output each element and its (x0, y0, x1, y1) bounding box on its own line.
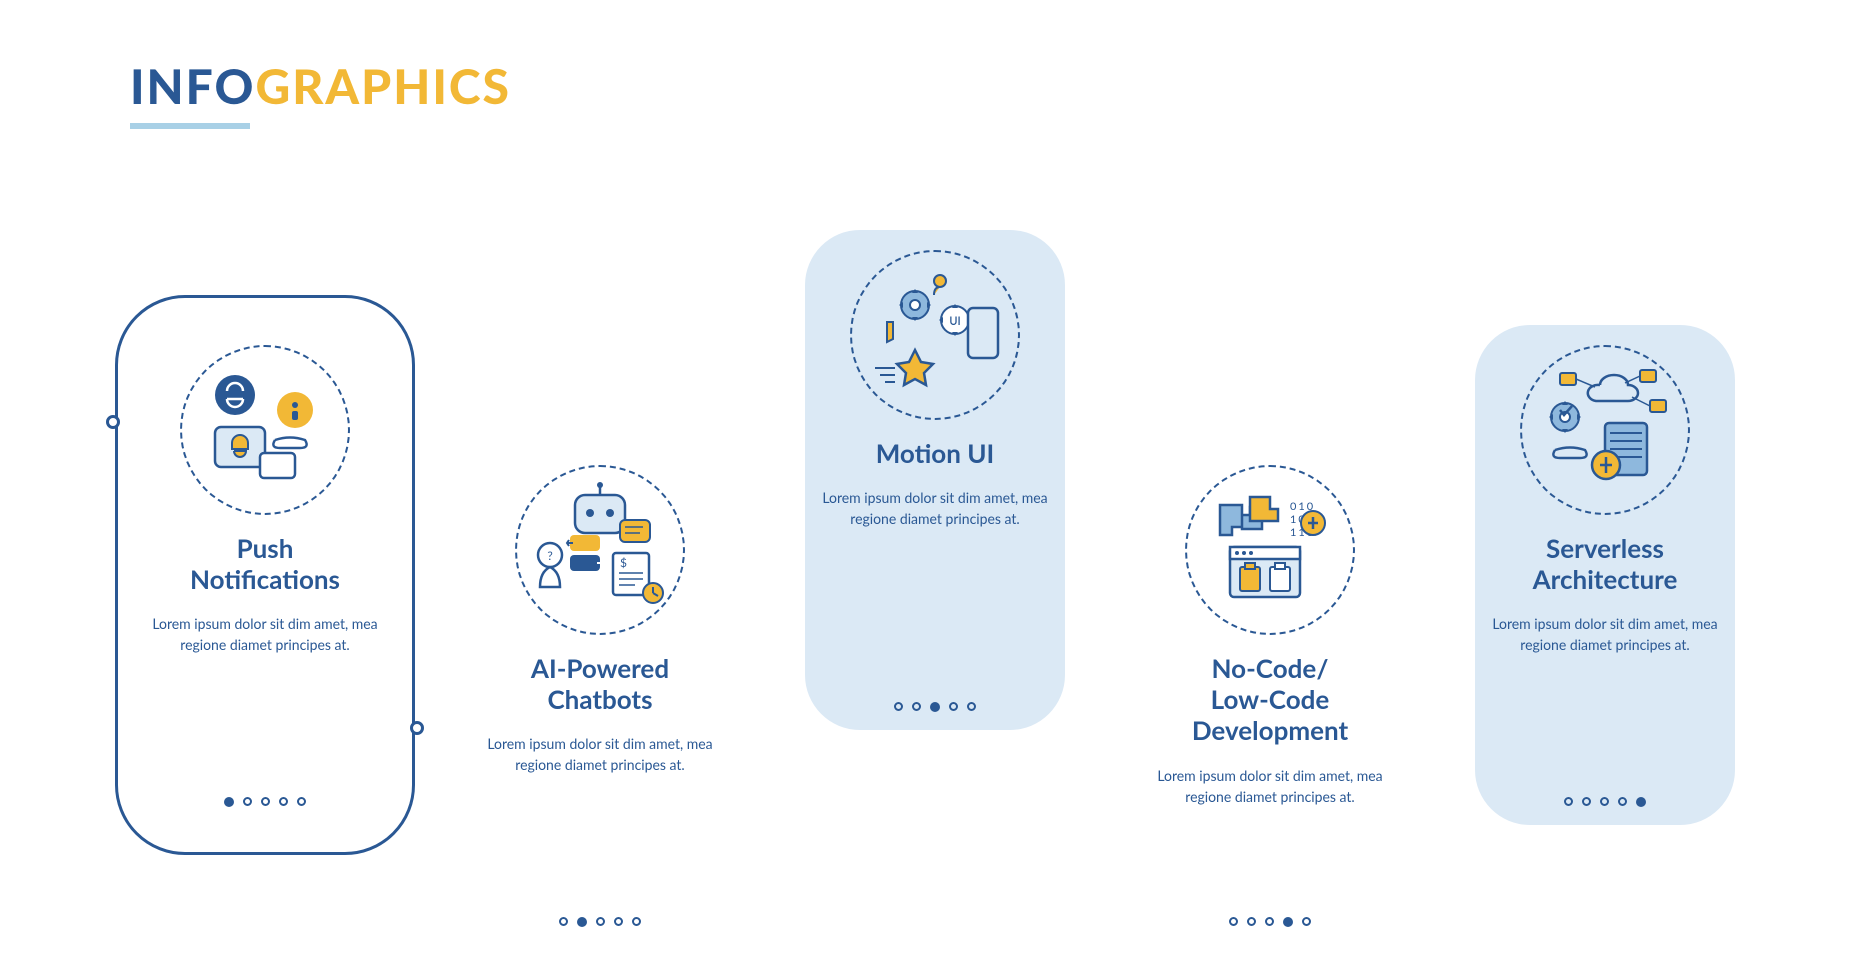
dot (577, 917, 587, 927)
dot (1302, 917, 1311, 926)
chatbot-icon (515, 465, 685, 635)
card-description: Lorem ipsum dolor sit dim amet, mea regi… (785, 487, 1085, 529)
pagination-dots (785, 702, 1085, 712)
card-description: Lorem ipsum dolor sit dim amet, mea regi… (115, 613, 415, 655)
dot (1582, 797, 1591, 806)
dot (243, 797, 252, 806)
card-serverless: Serverless Architecture Lorem ipsum dolor… (1455, 295, 1755, 855)
card-ai-chatbots: AI-Powered Chatbots Lorem ipsum dolor sit… (450, 415, 750, 975)
card-content: Motion UI Lorem ipsum dolor sit dim amet,… (785, 200, 1085, 760)
dot (949, 702, 958, 711)
dot (596, 917, 605, 926)
no-code-icon (1185, 465, 1355, 635)
push-notifications-icon (180, 345, 350, 515)
card-no-code: No-Code/ Low-Code Development Lorem ipsum… (1120, 415, 1420, 975)
dot (1283, 917, 1293, 927)
card-description: Lorem ipsum dolor sit dim amet, mea regi… (1120, 765, 1420, 807)
dot (1618, 797, 1627, 806)
dot (297, 797, 306, 806)
dot (1229, 917, 1238, 926)
card-title: Push Notifications (166, 533, 364, 595)
dot (930, 702, 940, 712)
dot (894, 702, 903, 711)
motion-ui-icon (850, 250, 1020, 420)
dot (1247, 917, 1256, 926)
card-title: Motion UI (852, 438, 1019, 469)
dot (1564, 797, 1573, 806)
serverless-icon (1520, 345, 1690, 515)
dot (967, 702, 976, 711)
card-content: No-Code/ Low-Code Development Lorem ipsum… (1120, 415, 1420, 975)
pagination-dots (115, 797, 415, 807)
dot (1600, 797, 1609, 806)
card-content: Push Notifications Lorem ipsum dolor sit … (115, 295, 415, 855)
card-title: Serverless Architecture (1509, 533, 1702, 595)
dot (1636, 797, 1646, 807)
cards-row: Push Notifications Lorem ipsum dolor sit … (115, 100, 1755, 860)
pagination-dots (1120, 917, 1420, 927)
card-description: Lorem ipsum dolor sit dim amet, mea regi… (1455, 613, 1755, 655)
card-content: AI-Powered Chatbots Lorem ipsum dolor sit… (450, 415, 750, 975)
dot (912, 702, 921, 711)
dot (261, 797, 270, 806)
pagination-dots (1455, 797, 1755, 807)
pagination-dots (450, 917, 750, 927)
card-title: No-Code/ Low-Code Development (1168, 653, 1372, 747)
card-content: Serverless Architecture Lorem ipsum dolor… (1455, 295, 1755, 855)
dot (224, 797, 234, 807)
card-motion-ui: Motion UI Lorem ipsum dolor sit dim amet,… (785, 200, 1085, 760)
dot (279, 797, 288, 806)
dot (559, 917, 568, 926)
card-push-notifications: Push Notifications Lorem ipsum dolor sit … (115, 295, 415, 855)
dot (632, 917, 641, 926)
card-title: AI-Powered Chatbots (507, 653, 693, 715)
dot (614, 917, 623, 926)
card-description: Lorem ipsum dolor sit dim amet, mea regi… (450, 733, 750, 775)
dot (1265, 917, 1274, 926)
